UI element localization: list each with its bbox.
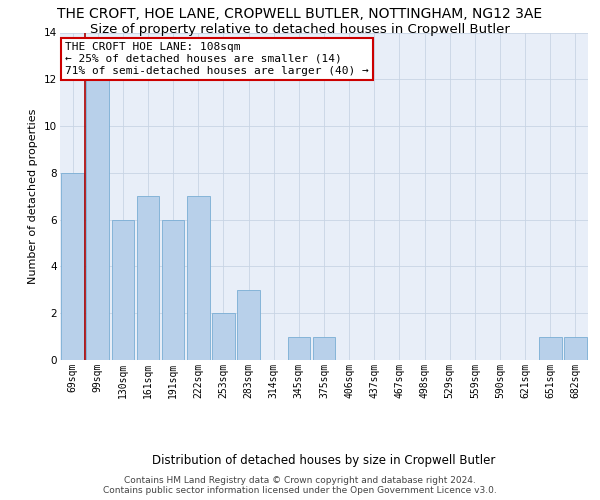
Text: THE CROFT, HOE LANE, CROPWELL BUTLER, NOTTINGHAM, NG12 3AE: THE CROFT, HOE LANE, CROPWELL BUTLER, NO… bbox=[58, 8, 542, 22]
Bar bbox=[313, 336, 335, 360]
Bar bbox=[187, 196, 209, 360]
Bar bbox=[539, 336, 562, 360]
Bar bbox=[86, 80, 109, 360]
Bar bbox=[137, 196, 160, 360]
X-axis label: Distribution of detached houses by size in Cropwell Butler: Distribution of detached houses by size … bbox=[152, 454, 496, 466]
Y-axis label: Number of detached properties: Number of detached properties bbox=[28, 108, 38, 284]
Bar bbox=[112, 220, 134, 360]
Bar bbox=[564, 336, 587, 360]
Bar bbox=[61, 173, 84, 360]
Bar bbox=[162, 220, 184, 360]
Text: Size of property relative to detached houses in Cropwell Butler: Size of property relative to detached ho… bbox=[90, 22, 510, 36]
Bar bbox=[237, 290, 260, 360]
Text: Contains HM Land Registry data © Crown copyright and database right 2024.
Contai: Contains HM Land Registry data © Crown c… bbox=[103, 476, 497, 495]
Text: THE CROFT HOE LANE: 108sqm
← 25% of detached houses are smaller (14)
71% of semi: THE CROFT HOE LANE: 108sqm ← 25% of deta… bbox=[65, 42, 369, 76]
Bar bbox=[212, 313, 235, 360]
Bar bbox=[287, 336, 310, 360]
